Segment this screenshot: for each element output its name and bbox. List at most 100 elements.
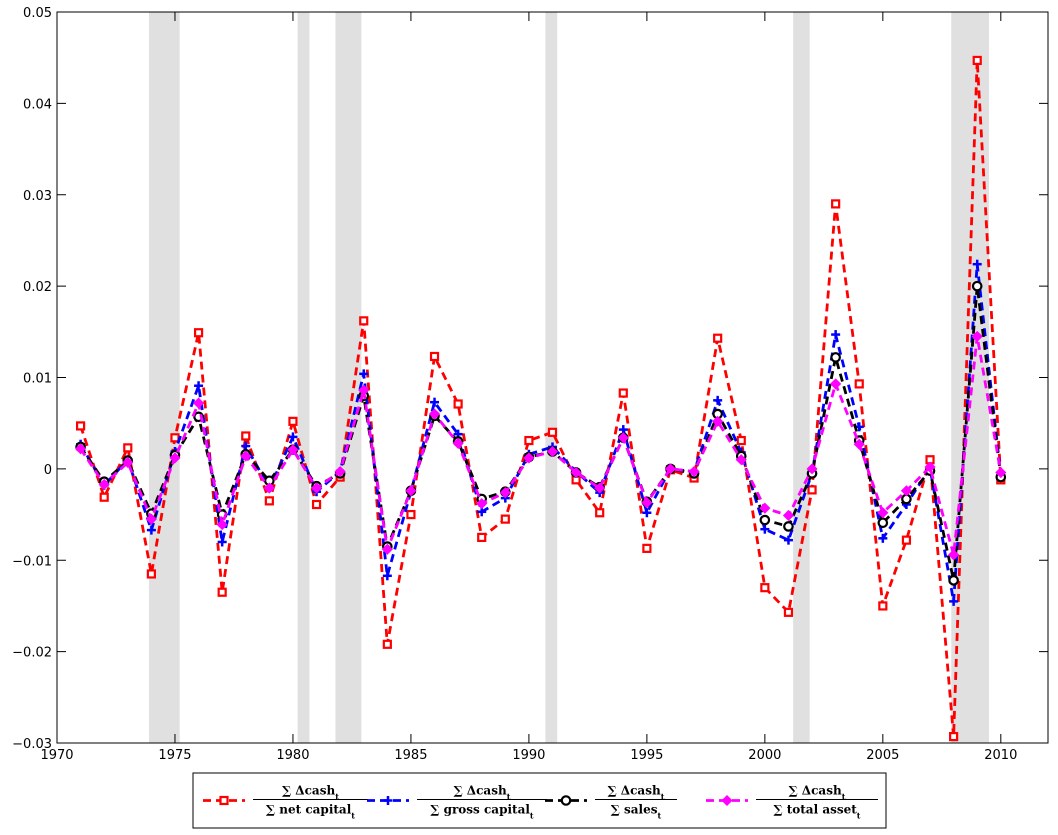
- legend-denominator: ∑ salest: [611, 803, 662, 821]
- data-point: [831, 330, 841, 340]
- legend-entry-1: ∑ Δcasht∑ net capitalt: [203, 784, 368, 821]
- data-point: [477, 532, 487, 543]
- data-point: [760, 524, 770, 534]
- data-point: [452, 437, 464, 449]
- y-tick-label: 0.02: [23, 280, 52, 295]
- data-point: [98, 478, 110, 490]
- data-point: [877, 507, 889, 519]
- data-point: [900, 485, 912, 497]
- data-point: [75, 443, 87, 455]
- series-line: [79, 60, 1003, 737]
- data-point: [500, 514, 510, 524]
- legend-subscript: t: [507, 792, 511, 802]
- legend-subscript: t: [658, 811, 662, 821]
- data-point: [721, 794, 733, 807]
- legend-subscript: t: [842, 792, 846, 802]
- axes: 1970 1975 1980 1985 1990 1995 2000 2005 2010 −0.0…: [12, 6, 1049, 763]
- data-point: [948, 549, 960, 561]
- data-point: [878, 533, 888, 543]
- recession-band: [793, 12, 810, 743]
- x-tick-label: 2005: [866, 748, 899, 763]
- legend-denominator: ∑ total assett: [774, 803, 861, 821]
- data-point: [854, 379, 864, 389]
- y-tick-label: 0.05: [23, 6, 52, 21]
- legend-subscript: t: [661, 792, 665, 802]
- legend-box: [192, 772, 887, 829]
- data-point: [878, 601, 888, 611]
- legend-denominator: ∑ gross capitalt: [430, 803, 534, 821]
- legend-fraction: ∑ Δcasht∑ salest: [595, 784, 677, 821]
- data-point: [642, 508, 652, 518]
- data-point: [334, 466, 346, 478]
- legend-fraction: ∑ Δcasht∑ total assett: [756, 784, 878, 821]
- data-point: [971, 330, 983, 342]
- data-point: [146, 569, 156, 579]
- data-point: [641, 497, 653, 509]
- x-tick-label: 2000: [748, 748, 781, 763]
- y-tick-label: 0.04: [23, 97, 52, 112]
- legend-denominator: ∑ net capitalt: [266, 803, 355, 821]
- data-point: [807, 485, 817, 495]
- x-tick-label: 1995: [630, 748, 663, 763]
- data-point: [735, 454, 747, 466]
- series-1: [75, 55, 1006, 742]
- data-point: [193, 328, 204, 338]
- data-point: [783, 535, 793, 545]
- data-point: [713, 395, 723, 405]
- data-point: [169, 452, 181, 464]
- y-tick-label: 0: [44, 463, 52, 478]
- data-point: [217, 537, 227, 547]
- data-point: [524, 435, 534, 446]
- data-point: [949, 596, 959, 606]
- legend-subscript: t: [857, 811, 861, 821]
- legend-subscript: t: [335, 792, 339, 802]
- recession-band: [335, 12, 362, 743]
- data-point: [383, 796, 393, 805]
- series-line: [79, 336, 1003, 556]
- data-point: [358, 384, 370, 396]
- data-point: [995, 466, 1007, 479]
- data-point: [382, 571, 392, 581]
- data-point: [901, 535, 912, 545]
- data-point: [75, 421, 86, 431]
- data-point: [594, 482, 606, 494]
- data-point: [736, 435, 746, 446]
- data-point: [617, 432, 629, 444]
- data-point: [263, 482, 275, 494]
- data-point: [240, 450, 252, 462]
- data-point: [642, 543, 652, 553]
- data-point: [783, 607, 794, 617]
- y-tick-label: −0.01: [12, 554, 52, 569]
- data-point: [560, 795, 572, 806]
- data-point: [381, 543, 393, 555]
- data-point: [430, 397, 440, 407]
- legend-numerator: ∑ Δcasht: [454, 784, 511, 802]
- data-point: [547, 427, 558, 437]
- y-tick-label: 0.01: [23, 372, 52, 387]
- data-point: [288, 416, 298, 426]
- data-point: [405, 485, 417, 497]
- series-4: [75, 330, 1007, 561]
- data-point: [499, 487, 511, 499]
- data-point: [428, 408, 441, 420]
- data-point: [359, 369, 369, 379]
- data-point: [241, 431, 251, 441]
- series-layer: [75, 55, 1007, 742]
- data-point: [948, 575, 959, 586]
- data-point: [311, 499, 322, 510]
- data-point: [170, 433, 180, 443]
- x-tick-label: 1980: [276, 748, 309, 763]
- data-point: [924, 461, 936, 473]
- legend-entry-3: ∑ Δcasht∑ salest: [545, 784, 677, 821]
- data-point: [146, 525, 156, 535]
- data-point: [523, 452, 535, 464]
- y-tick-label: −0.03: [12, 737, 52, 752]
- legend-fraction: ∑ Δcasht∑ gross capitalt: [417, 784, 547, 821]
- data-point: [288, 432, 298, 442]
- data-point: [760, 583, 770, 593]
- data-point: [830, 352, 841, 363]
- data-point: [759, 502, 771, 514]
- data-point: [406, 509, 416, 520]
- legend-entry-2: ∑ Δcasht∑ gross capitalt: [367, 784, 547, 821]
